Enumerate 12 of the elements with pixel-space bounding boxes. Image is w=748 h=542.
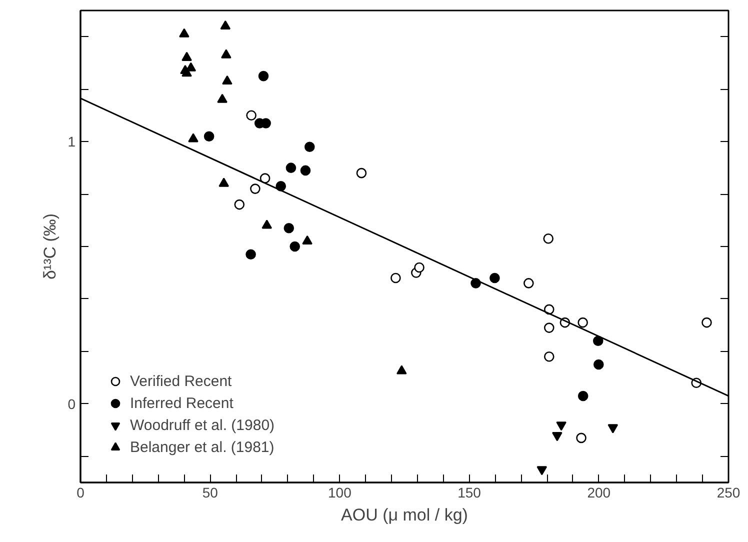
x-tick-label: 200 <box>587 484 611 500</box>
legend-label: Belanger et al. (1981) <box>130 438 274 456</box>
x-tick-label: 150 <box>458 484 482 500</box>
legend-label: Verified Recent <box>130 372 232 390</box>
x-tick-label: 50 <box>202 484 218 500</box>
legend-label: Woodruff et al. (1980) <box>130 416 275 434</box>
y-tick-label: 1 <box>68 134 76 150</box>
legend-label: Inferred Recent <box>130 394 234 412</box>
x-tick-label: 100 <box>328 484 352 500</box>
y-axis-title: δ¹³C (‰) <box>40 213 60 280</box>
x-tick-label: 250 <box>716 484 740 500</box>
x-axis-title: AOU (μ mol / kg) <box>341 506 468 524</box>
